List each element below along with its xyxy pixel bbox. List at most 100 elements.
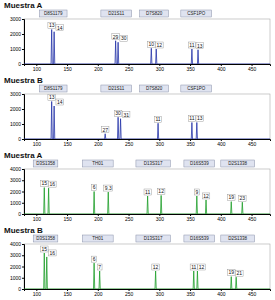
y-tick-label: 4000	[10, 166, 21, 172]
x-tick-label: 250	[125, 66, 134, 72]
locus-box	[181, 10, 212, 17]
x-tick-label: 100	[33, 141, 42, 147]
panel-title: Muestra A	[4, 151, 43, 160]
peak-label-text: 27	[102, 127, 108, 133]
locus-label: D16S539	[190, 236, 209, 241]
locus: D13S317	[136, 160, 170, 167]
locus: D21S11	[101, 85, 132, 92]
peak-label-box	[157, 188, 165, 194]
peak-label-box	[227, 195, 235, 201]
peak-label-text: 19	[228, 269, 234, 275]
locus-box	[82, 235, 113, 242]
locus-box	[140, 85, 169, 92]
y-tick-mark	[22, 180, 24, 181]
locus: D2S1338	[221, 160, 255, 167]
peak-label: 11	[154, 116, 161, 122]
x-tick: 250	[125, 139, 134, 147]
x-axis-line	[25, 140, 271, 142]
x-tick: 150	[63, 139, 72, 147]
y-tick-label: 2000	[10, 264, 21, 270]
peak-label-text: 11	[145, 189, 150, 195]
plot-frame	[24, 169, 270, 214]
peak-label-text: 13	[197, 43, 203, 49]
locus-box	[33, 160, 58, 167]
peak-label-box	[122, 112, 130, 118]
x-tick-label: 200	[94, 216, 103, 222]
x-tick: 300	[156, 139, 165, 147]
y-tick-label: 0	[18, 211, 21, 217]
x-tick: 100	[33, 139, 42, 147]
peak-label-box	[92, 256, 97, 262]
y-tick-label: 3000	[10, 177, 21, 183]
x-tick-label: 250	[125, 291, 134, 297]
peak-label: 11	[188, 115, 195, 121]
peak-label: 14	[56, 99, 64, 105]
y-tick-mark	[22, 192, 24, 193]
peak-label-box	[188, 116, 195, 122]
peak-label-box	[104, 185, 113, 191]
y-tick-label: 2000	[10, 106, 21, 112]
locus: D2S1338	[221, 235, 255, 242]
x-tick: 300	[156, 214, 165, 222]
peak-label: 15	[41, 180, 49, 186]
panel: Muestra AD8S1179D21S11D7S820CSF1PO100150…	[4, 1, 271, 72]
x-tick-label: 300	[156, 216, 165, 222]
peak-label: 19	[227, 194, 235, 200]
y-tick: 2000	[10, 189, 24, 195]
locus-label: CSF1PO	[187, 86, 206, 91]
peak-label-box	[120, 35, 128, 41]
locus-label: D13S317	[144, 236, 163, 241]
y-tick: 4000	[10, 241, 24, 247]
x-tick: 350	[186, 214, 195, 222]
y-tick: 0	[18, 211, 24, 217]
y-tick-label: 0	[18, 61, 21, 67]
locus-label: D21S11	[108, 86, 124, 91]
peak-label-box	[144, 189, 151, 195]
panel: Muestra BD3S1358TH01D13S317D16S539D2S133…	[4, 226, 271, 297]
x-tick: 450	[248, 289, 257, 297]
locus-box	[39, 85, 67, 92]
y-tick: 1000	[10, 200, 24, 206]
x-tick: 350	[186, 289, 195, 297]
x-axis: 100150200250300350400450	[25, 139, 271, 147]
x-tick: 150	[63, 289, 72, 297]
x-tick-label: 200	[94, 291, 103, 297]
peak-label-box	[41, 181, 49, 187]
x-tick-label: 200	[94, 66, 103, 72]
x-tick-label: 300	[156, 141, 165, 147]
peak-label: 30	[114, 110, 122, 116]
x-tick: 150	[63, 64, 72, 72]
peak-label: 21	[236, 270, 244, 276]
peak-label: 13	[48, 22, 56, 28]
locus-label: TH01	[92, 161, 104, 166]
peak-label: 12	[198, 264, 206, 270]
x-tick: 400	[217, 289, 226, 297]
x-tick-label: 400	[217, 291, 226, 297]
locus-label: D8S1179	[44, 86, 63, 91]
x-tick-label: 150	[63, 141, 72, 147]
x-tick: 200	[94, 139, 103, 147]
locus-box	[221, 235, 255, 242]
peak-label: 13	[196, 43, 204, 49]
locus-box	[184, 235, 215, 242]
y-tick-label: 0	[18, 136, 21, 142]
peak-label-text: 19	[228, 194, 234, 200]
y-tick-label: 3000	[10, 252, 21, 258]
x-tick-label: 150	[63, 216, 72, 222]
peak-label: 13	[196, 115, 204, 121]
peak-label: 16	[49, 181, 57, 187]
peak-label: 11	[190, 264, 197, 270]
x-tick-label: 400	[217, 141, 226, 147]
peak-label: 12	[202, 193, 210, 199]
peak-label-box	[190, 264, 197, 270]
peak-label-text: 21	[237, 270, 243, 276]
x-tick-label: 350	[186, 141, 195, 147]
y-tick-label: 2000	[10, 31, 21, 37]
peak-label-box	[41, 246, 49, 252]
peak-label: 9	[194, 189, 199, 195]
peak-label-text: 11	[155, 116, 160, 122]
peak-label: 12	[157, 188, 165, 194]
peak-label: 30	[120, 35, 128, 41]
x-tick: 100	[33, 214, 42, 222]
locus-label: D2S1338	[228, 161, 247, 166]
